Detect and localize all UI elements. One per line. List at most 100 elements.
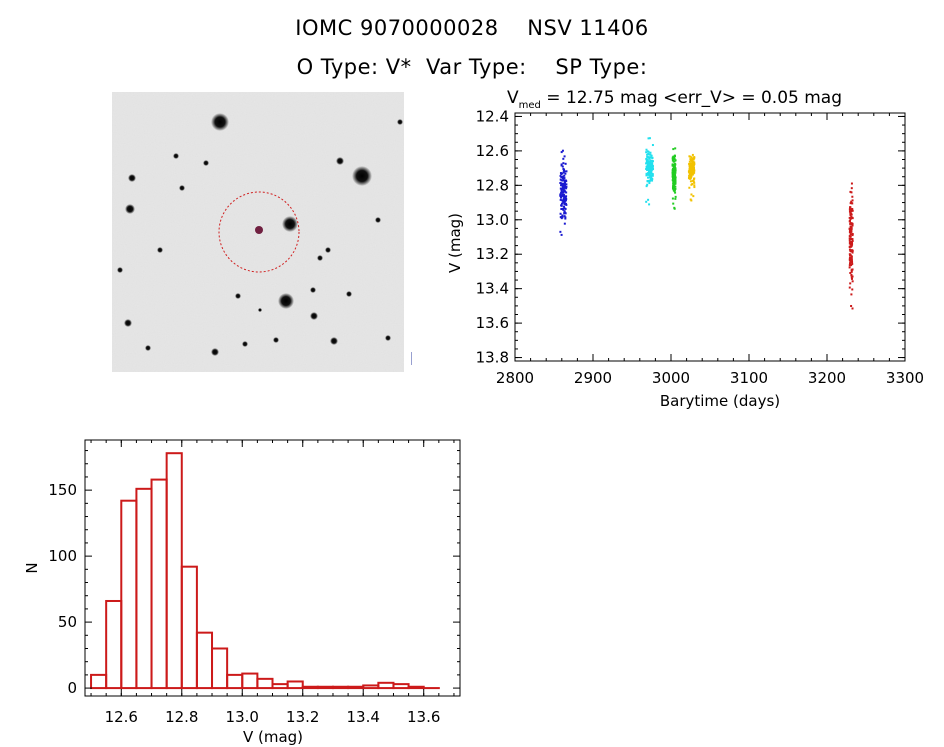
lc-point bbox=[651, 174, 654, 177]
finder-star bbox=[317, 255, 323, 261]
lc-point bbox=[559, 195, 562, 198]
chart-title-star-id: IOMC 9070000028 NSV 11406 bbox=[0, 16, 944, 40]
lc-point bbox=[564, 172, 567, 175]
lc-point bbox=[674, 197, 677, 200]
lc-point bbox=[560, 191, 563, 194]
lc-point bbox=[850, 274, 853, 277]
target-circle bbox=[218, 191, 300, 273]
lc-point bbox=[649, 156, 652, 159]
lc-x-axis-label: Barytime (days) bbox=[660, 392, 780, 410]
lc-point bbox=[690, 168, 693, 171]
lc-point bbox=[649, 159, 652, 162]
lc-point bbox=[647, 156, 650, 159]
hist-bar bbox=[362, 684, 380, 690]
lc-point bbox=[562, 167, 565, 170]
hist-bar bbox=[180, 565, 198, 690]
lc-point bbox=[691, 153, 694, 156]
lc-point bbox=[688, 160, 691, 163]
lc-point bbox=[851, 202, 854, 205]
lc-point bbox=[692, 195, 695, 198]
lc-point bbox=[563, 200, 566, 203]
finder-star bbox=[211, 348, 219, 356]
lc-point bbox=[851, 268, 854, 271]
finder-star bbox=[282, 216, 298, 232]
lc-point bbox=[560, 208, 563, 211]
hist-y-axis-label: N bbox=[23, 562, 41, 573]
lc-point bbox=[672, 182, 675, 185]
lc-point bbox=[674, 187, 677, 190]
lc-point bbox=[650, 177, 653, 180]
lc-point bbox=[647, 168, 650, 171]
lc-point bbox=[562, 191, 565, 194]
lc-point bbox=[689, 164, 692, 167]
lc-point bbox=[850, 229, 853, 232]
lc-point bbox=[561, 207, 564, 210]
hist-y-axis: 0 50 100 150 bbox=[48, 450, 460, 697]
lc-x-axis: 2800 2900 3000 3100 3200 3300 bbox=[496, 113, 924, 387]
lc-point bbox=[560, 172, 563, 175]
lc-point bbox=[688, 166, 691, 169]
lc-point bbox=[850, 187, 853, 190]
lc-point bbox=[648, 174, 651, 177]
lc-point bbox=[692, 158, 695, 161]
lc-y-axis-label: V (mag) bbox=[446, 213, 464, 273]
lc-x-tick-label: 2900 bbox=[574, 369, 612, 387]
lc-point bbox=[688, 155, 691, 158]
lc-point bbox=[560, 202, 563, 205]
lc-point bbox=[692, 180, 695, 183]
lc-point bbox=[564, 199, 567, 202]
finder-star bbox=[125, 204, 135, 214]
lc-point bbox=[562, 205, 565, 208]
lc-point bbox=[691, 157, 694, 160]
lc-point bbox=[692, 163, 695, 166]
lc-point bbox=[647, 137, 650, 140]
finder-star bbox=[235, 293, 241, 299]
hist-bar bbox=[211, 647, 229, 690]
lc-point bbox=[559, 198, 562, 201]
lc-point bbox=[849, 262, 852, 265]
lc-point bbox=[851, 238, 854, 241]
lc-point bbox=[563, 190, 566, 193]
lc-point bbox=[693, 186, 696, 189]
finder-star bbox=[242, 341, 248, 347]
lc-y-tick-label: 13.0 bbox=[476, 211, 509, 229]
lc-point bbox=[673, 165, 676, 168]
lc-point bbox=[672, 148, 675, 151]
finder-star bbox=[179, 185, 185, 191]
lc-point bbox=[563, 177, 566, 180]
lc-point bbox=[561, 188, 564, 191]
lc-point bbox=[850, 182, 853, 185]
lc-point bbox=[851, 209, 854, 212]
lc-point bbox=[673, 207, 676, 210]
lc-point bbox=[672, 184, 675, 187]
hist-bar bbox=[120, 499, 138, 690]
hist-bar bbox=[377, 681, 395, 690]
lc-point bbox=[674, 159, 677, 162]
lc-point bbox=[650, 174, 653, 177]
lc-point bbox=[851, 217, 854, 220]
lc-point bbox=[672, 164, 675, 167]
lc-point bbox=[645, 185, 648, 188]
finder-star bbox=[397, 119, 403, 125]
hist-y-tick-label: 50 bbox=[58, 613, 77, 631]
lc-point bbox=[563, 212, 566, 215]
lc-point bbox=[672, 179, 675, 182]
lc-point bbox=[690, 158, 693, 161]
lc-point bbox=[651, 157, 654, 160]
lc-point bbox=[851, 239, 854, 242]
hist-bar bbox=[347, 685, 365, 690]
lc-point bbox=[689, 180, 692, 183]
finder-star bbox=[211, 113, 229, 131]
lc-point bbox=[645, 172, 648, 175]
lc-point bbox=[674, 176, 677, 179]
lc-point bbox=[565, 203, 568, 206]
lc-y-tick-label: 12.4 bbox=[476, 107, 509, 125]
lc-point bbox=[645, 148, 648, 151]
lc-point bbox=[851, 208, 854, 211]
lc-point bbox=[561, 175, 564, 178]
lc-point bbox=[673, 189, 676, 192]
finder-star bbox=[346, 291, 352, 297]
hist-x-tick-label: 13.0 bbox=[226, 708, 259, 726]
lc-y-tick-label: 12.6 bbox=[476, 142, 509, 160]
lc-point bbox=[671, 172, 674, 175]
